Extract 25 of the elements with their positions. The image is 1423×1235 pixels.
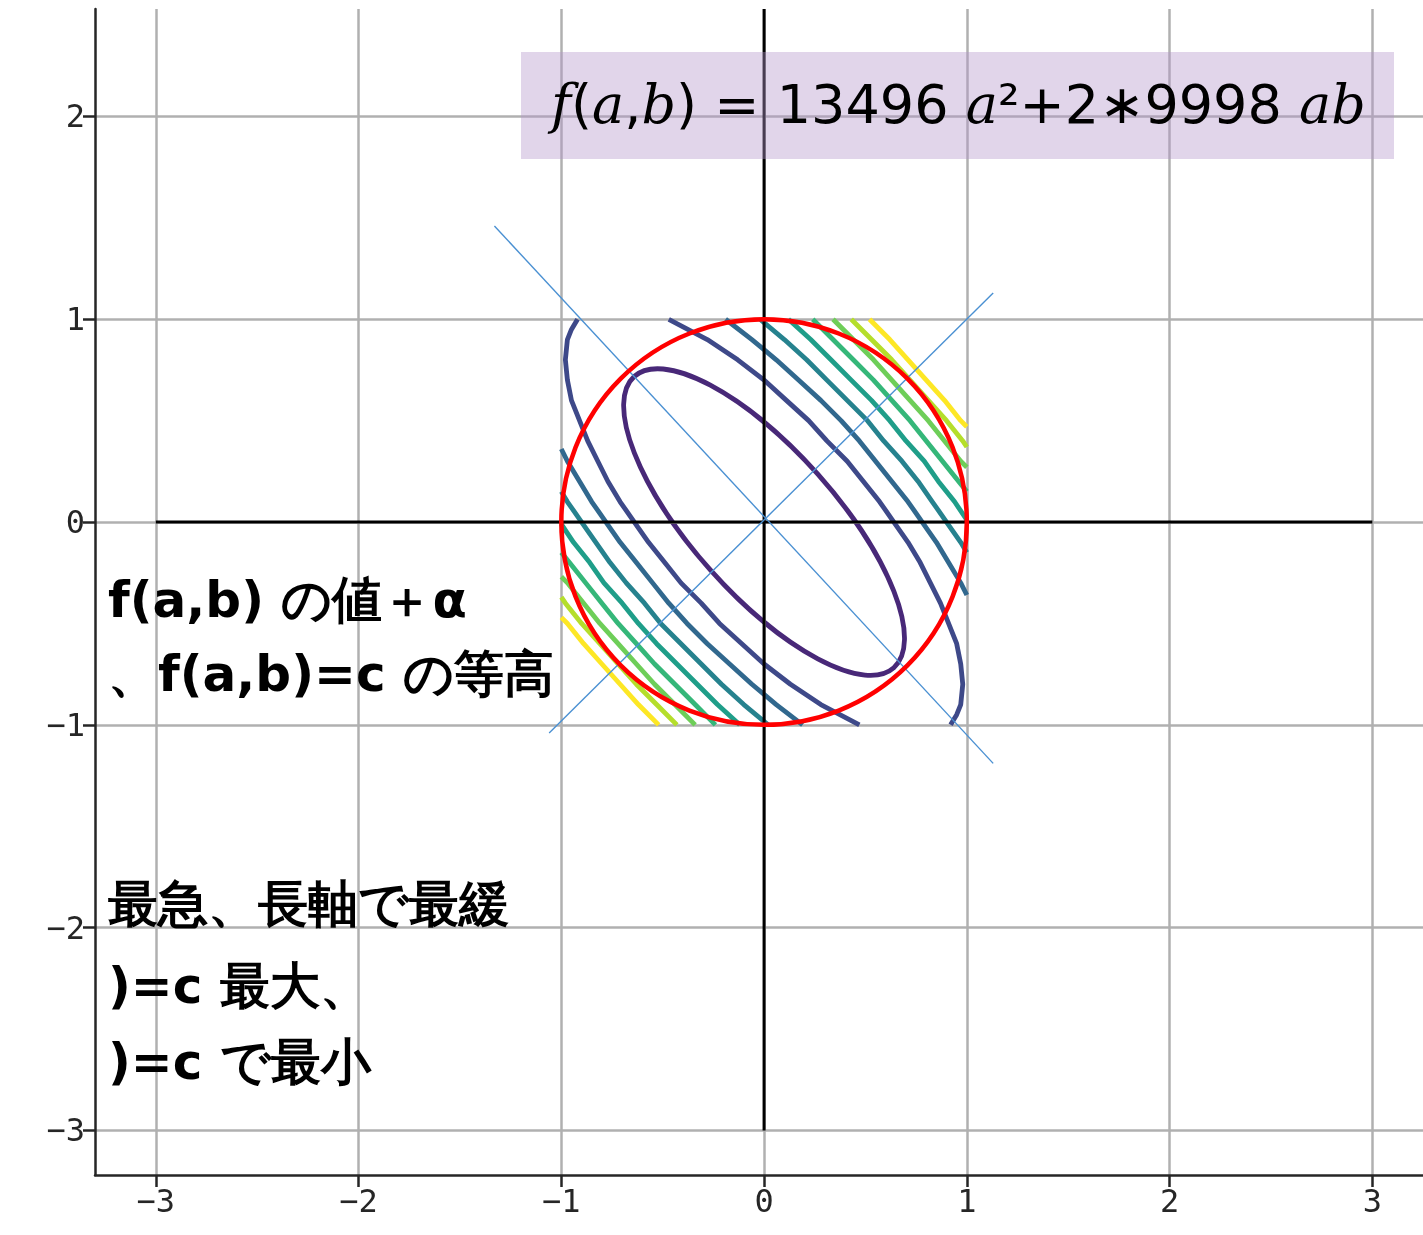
annotation: 、f(a,b)=c の等高 xyxy=(108,645,554,704)
line-series xyxy=(558,550,718,728)
annotation: )=c 最大、 xyxy=(108,957,370,1016)
y-tick-label: −2 xyxy=(46,908,85,947)
annotation: 最急、長軸で最緩 xyxy=(108,875,509,934)
line-series xyxy=(558,446,805,728)
line-series xyxy=(558,614,662,728)
x-tick-label: 2 xyxy=(1159,1182,1180,1220)
line-series xyxy=(723,316,970,598)
x-tick-label: 3 xyxy=(1362,1182,1382,1220)
line-series xyxy=(562,316,862,728)
x-tick-label: 0 xyxy=(754,1182,774,1220)
x-tick-label: 1 xyxy=(957,1182,977,1220)
y-tick-label: 2 xyxy=(65,97,85,136)
y-tick-label: 0 xyxy=(65,503,85,542)
y-tick-label: 1 xyxy=(65,300,85,339)
x-tick-label: −3 xyxy=(136,1182,176,1220)
line-series xyxy=(867,316,970,430)
annotation: )=c で最小 xyxy=(108,1033,371,1092)
y-tick-label: −3 xyxy=(46,1111,85,1150)
annotation: f(a,b) の値＋α xyxy=(108,571,467,630)
x-tick-label: −1 xyxy=(542,1182,581,1220)
y-tick-label: −1 xyxy=(46,705,85,744)
line-series xyxy=(666,316,966,728)
x-tick-label: −2 xyxy=(339,1182,378,1220)
